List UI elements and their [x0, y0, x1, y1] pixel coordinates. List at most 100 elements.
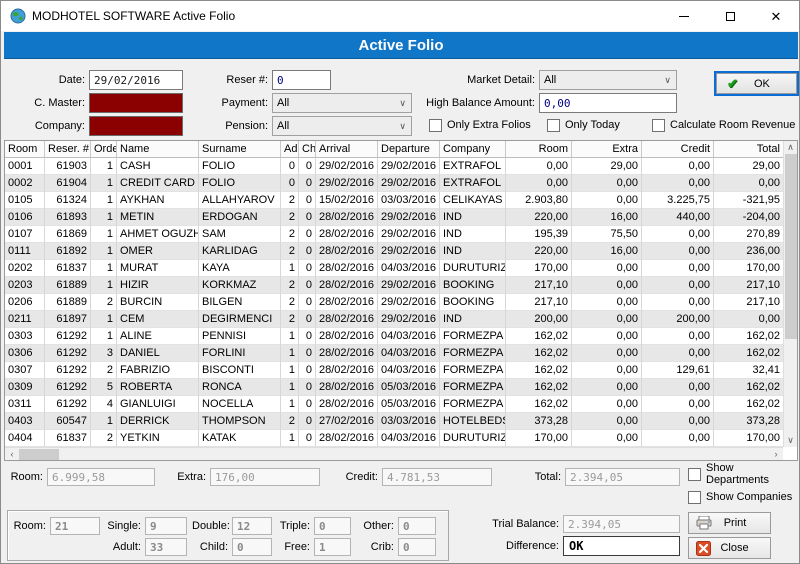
table-cell: ROBERTA — [117, 379, 199, 396]
totals-room-label: Room: — [10, 471, 43, 483]
market-detail-select[interactable]: All ∨ — [539, 70, 677, 90]
table-cell: 16,00 — [572, 209, 642, 226]
only-extra-folios-checkbox[interactable]: Only Extra Folios — [429, 118, 531, 132]
checkbox-icon — [688, 490, 701, 504]
table-cell: 129,61 — [642, 362, 714, 379]
column-header-0[interactable]: Room — [5, 141, 45, 158]
column-header-8[interactable]: Departure — [378, 141, 440, 158]
maximize-button[interactable] — [707, 1, 753, 31]
column-header-13[interactable]: Total — [714, 141, 783, 158]
table-row[interactable]: 0309 61292 5 ROBERTA RONCA 1 0 28/02/2016 05/03/… — [5, 379, 783, 396]
stat-adult: Adult: 33 — [105, 538, 187, 556]
table-row[interactable]: 0306 61292 3 DANIEL FORLINI 1 0 28/02/2016 04/03… — [5, 345, 783, 362]
table-row[interactable]: 0303 61292 1 ALINE PENNISI 1 0 28/02/2016 04/03/… — [5, 328, 783, 345]
table-row[interactable]: 0001 61903 1 CASH FOLIO 0 0 29/02/2016 29/02/201… — [5, 158, 783, 175]
table-cell: 28/02/2016 — [316, 294, 378, 311]
table-row[interactable]: 0105 61324 1 AYKHAN ALLAHYAROV 2 0 15/02/2016 03… — [5, 192, 783, 209]
column-header-10[interactable]: Room — [506, 141, 572, 158]
table-cell: 0,00 — [572, 396, 642, 413]
table-row[interactable]: 0206 61889 2 BURCIN BILGEN 2 0 28/02/2016 29/02/… — [5, 294, 783, 311]
company-label: Company: — [34, 120, 85, 132]
column-header-1[interactable]: Reser. # — [45, 141, 91, 158]
table-cell: 61869 — [45, 226, 91, 243]
table-cell: 0,00 — [714, 175, 783, 192]
horizontal-scroll-thumb[interactable] — [19, 448, 59, 460]
column-header-7[interactable]: Arrival — [316, 141, 378, 158]
table-row[interactable]: 0106 61893 1 METIN ERDOGAN 2 0 28/02/2016 29/02/… — [5, 209, 783, 226]
column-header-5[interactable]: Ad — [281, 141, 299, 158]
table-cell: 28/02/2016 — [316, 430, 378, 447]
table-row[interactable]: 0311 61292 4 GIANLUIGI NOCELLA 1 0 28/02/2016 05… — [5, 396, 783, 413]
table-cell: 0,00 — [642, 175, 714, 192]
table-cell: ALLAHYAROV — [199, 192, 281, 209]
table-cell: 1 — [91, 158, 117, 175]
payment-select[interactable]: All ∨ — [272, 93, 412, 113]
checkbox-icon — [652, 118, 665, 132]
table-cell: FORLINI — [199, 345, 281, 362]
table-cell: 0111 — [5, 243, 45, 260]
column-header-2[interactable]: Order — [91, 141, 117, 158]
scroll-up-icon[interactable]: ∧ — [787, 142, 794, 152]
title-bar[interactable]: MODHOTEL SOFTWARE Active Folio ✕ — [1, 1, 799, 31]
table-row[interactable]: 0002 61904 1 CREDIT CARD FOLIO 0 0 29/02/2016 29… — [5, 175, 783, 192]
table-cell: FORMEZPA — [440, 396, 506, 413]
column-header-3[interactable]: Name — [117, 141, 199, 158]
table-row[interactable]: 0111 61892 1 OMER KARLIDAG 2 0 28/02/2016 29/02/… — [5, 243, 783, 260]
table-cell: 3.225,75 — [642, 192, 714, 209]
vertical-scrollbar[interactable]: ∧ ∨ — [783, 141, 797, 447]
table-cell: 162,02 — [714, 328, 783, 345]
scroll-right-icon[interactable]: › — [774, 448, 778, 459]
table-cell: 2 — [91, 430, 117, 447]
difference-label: Difference: — [506, 540, 559, 552]
table-cell: FOLIO — [199, 175, 281, 192]
column-header-9[interactable]: Company — [440, 141, 506, 158]
close-action-button[interactable]: Close — [688, 537, 771, 559]
table-row[interactable]: 0107 61869 1 AHMET OGUZH SAM 2 0 28/02/2016 29/0… — [5, 226, 783, 243]
reser-label: Reser #: — [226, 74, 268, 86]
column-header-11[interactable]: Extra — [572, 141, 642, 158]
minimize-button[interactable] — [661, 1, 707, 31]
scroll-down-icon[interactable]: ∨ — [787, 435, 794, 445]
trial-balance-value: 2.394,05 — [563, 515, 680, 533]
table-cell: 1 — [91, 277, 117, 294]
table-row[interactable]: 0403 60547 1 DERRICK THOMPSON 2 0 27/02/2016 03/… — [5, 413, 783, 430]
date-input[interactable]: 29/02/2016 — [89, 70, 183, 90]
table-row[interactable]: 0211 61897 1 CEM DEGIRMENCI 2 0 28/02/2016 29/02… — [5, 311, 783, 328]
column-header-6[interactable]: Ch — [299, 141, 316, 158]
company-input[interactable] — [89, 116, 183, 136]
show-departments-checkbox[interactable]: Show Departments — [688, 462, 799, 486]
table-cell: 0 — [299, 362, 316, 379]
table-row[interactable]: 0307 61292 2 FABRIZIO BISCONTI 1 0 28/02/2016 04… — [5, 362, 783, 379]
stat-room-value: 21 — [50, 517, 100, 535]
table-cell: 28/02/2016 — [316, 396, 378, 413]
table-cell: 1 — [91, 328, 117, 345]
close-button[interactable]: ✕ — [753, 1, 799, 31]
column-header-4[interactable]: Surname — [199, 141, 281, 158]
table-cell: 0,00 — [572, 413, 642, 430]
table-row[interactable]: 0404 61837 2 YETKIN KATAK 1 0 28/02/2016 04/03/2… — [5, 430, 783, 447]
pension-select[interactable]: All ∨ — [272, 116, 412, 136]
table-cell: 29/02/2016 — [316, 175, 378, 192]
reser-input[interactable]: 0 — [272, 70, 331, 90]
calculate-room-revenue-checkbox[interactable]: Calculate Room Revenue — [652, 118, 795, 132]
c-master-input[interactable] — [89, 93, 183, 113]
only-today-checkbox[interactable]: Only Today — [547, 118, 620, 132]
table-cell: 1 — [91, 311, 117, 328]
print-button[interactable]: Print — [688, 512, 771, 534]
table-cell: 162,02 — [506, 345, 572, 362]
table-cell: 28/02/2016 — [316, 362, 378, 379]
table-cell: IND — [440, 311, 506, 328]
stat-room: Room: 21 — [12, 517, 100, 535]
scroll-left-icon[interactable]: ‹ — [10, 448, 14, 459]
column-header-12[interactable]: Credit — [642, 141, 714, 158]
high-balance-input[interactable]: 0,00 — [539, 93, 677, 113]
horizontal-scrollbar[interactable]: ‹ › — [5, 447, 783, 460]
table-cell: 0 — [281, 158, 299, 175]
show-companies-checkbox[interactable]: Show Companies — [688, 490, 792, 504]
table-row[interactable]: 0202 61837 1 MURAT KAYA 1 0 28/02/2016 04/03/201… — [5, 260, 783, 277]
table-row[interactable]: 0203 61889 1 HIZIR KORKMAZ 2 0 28/02/2016 29/02/… — [5, 277, 783, 294]
ok-button[interactable]: ✔ OK — [716, 73, 797, 94]
vertical-scroll-thumb[interactable] — [784, 154, 797, 339]
table-cell: BISCONTI — [199, 362, 281, 379]
